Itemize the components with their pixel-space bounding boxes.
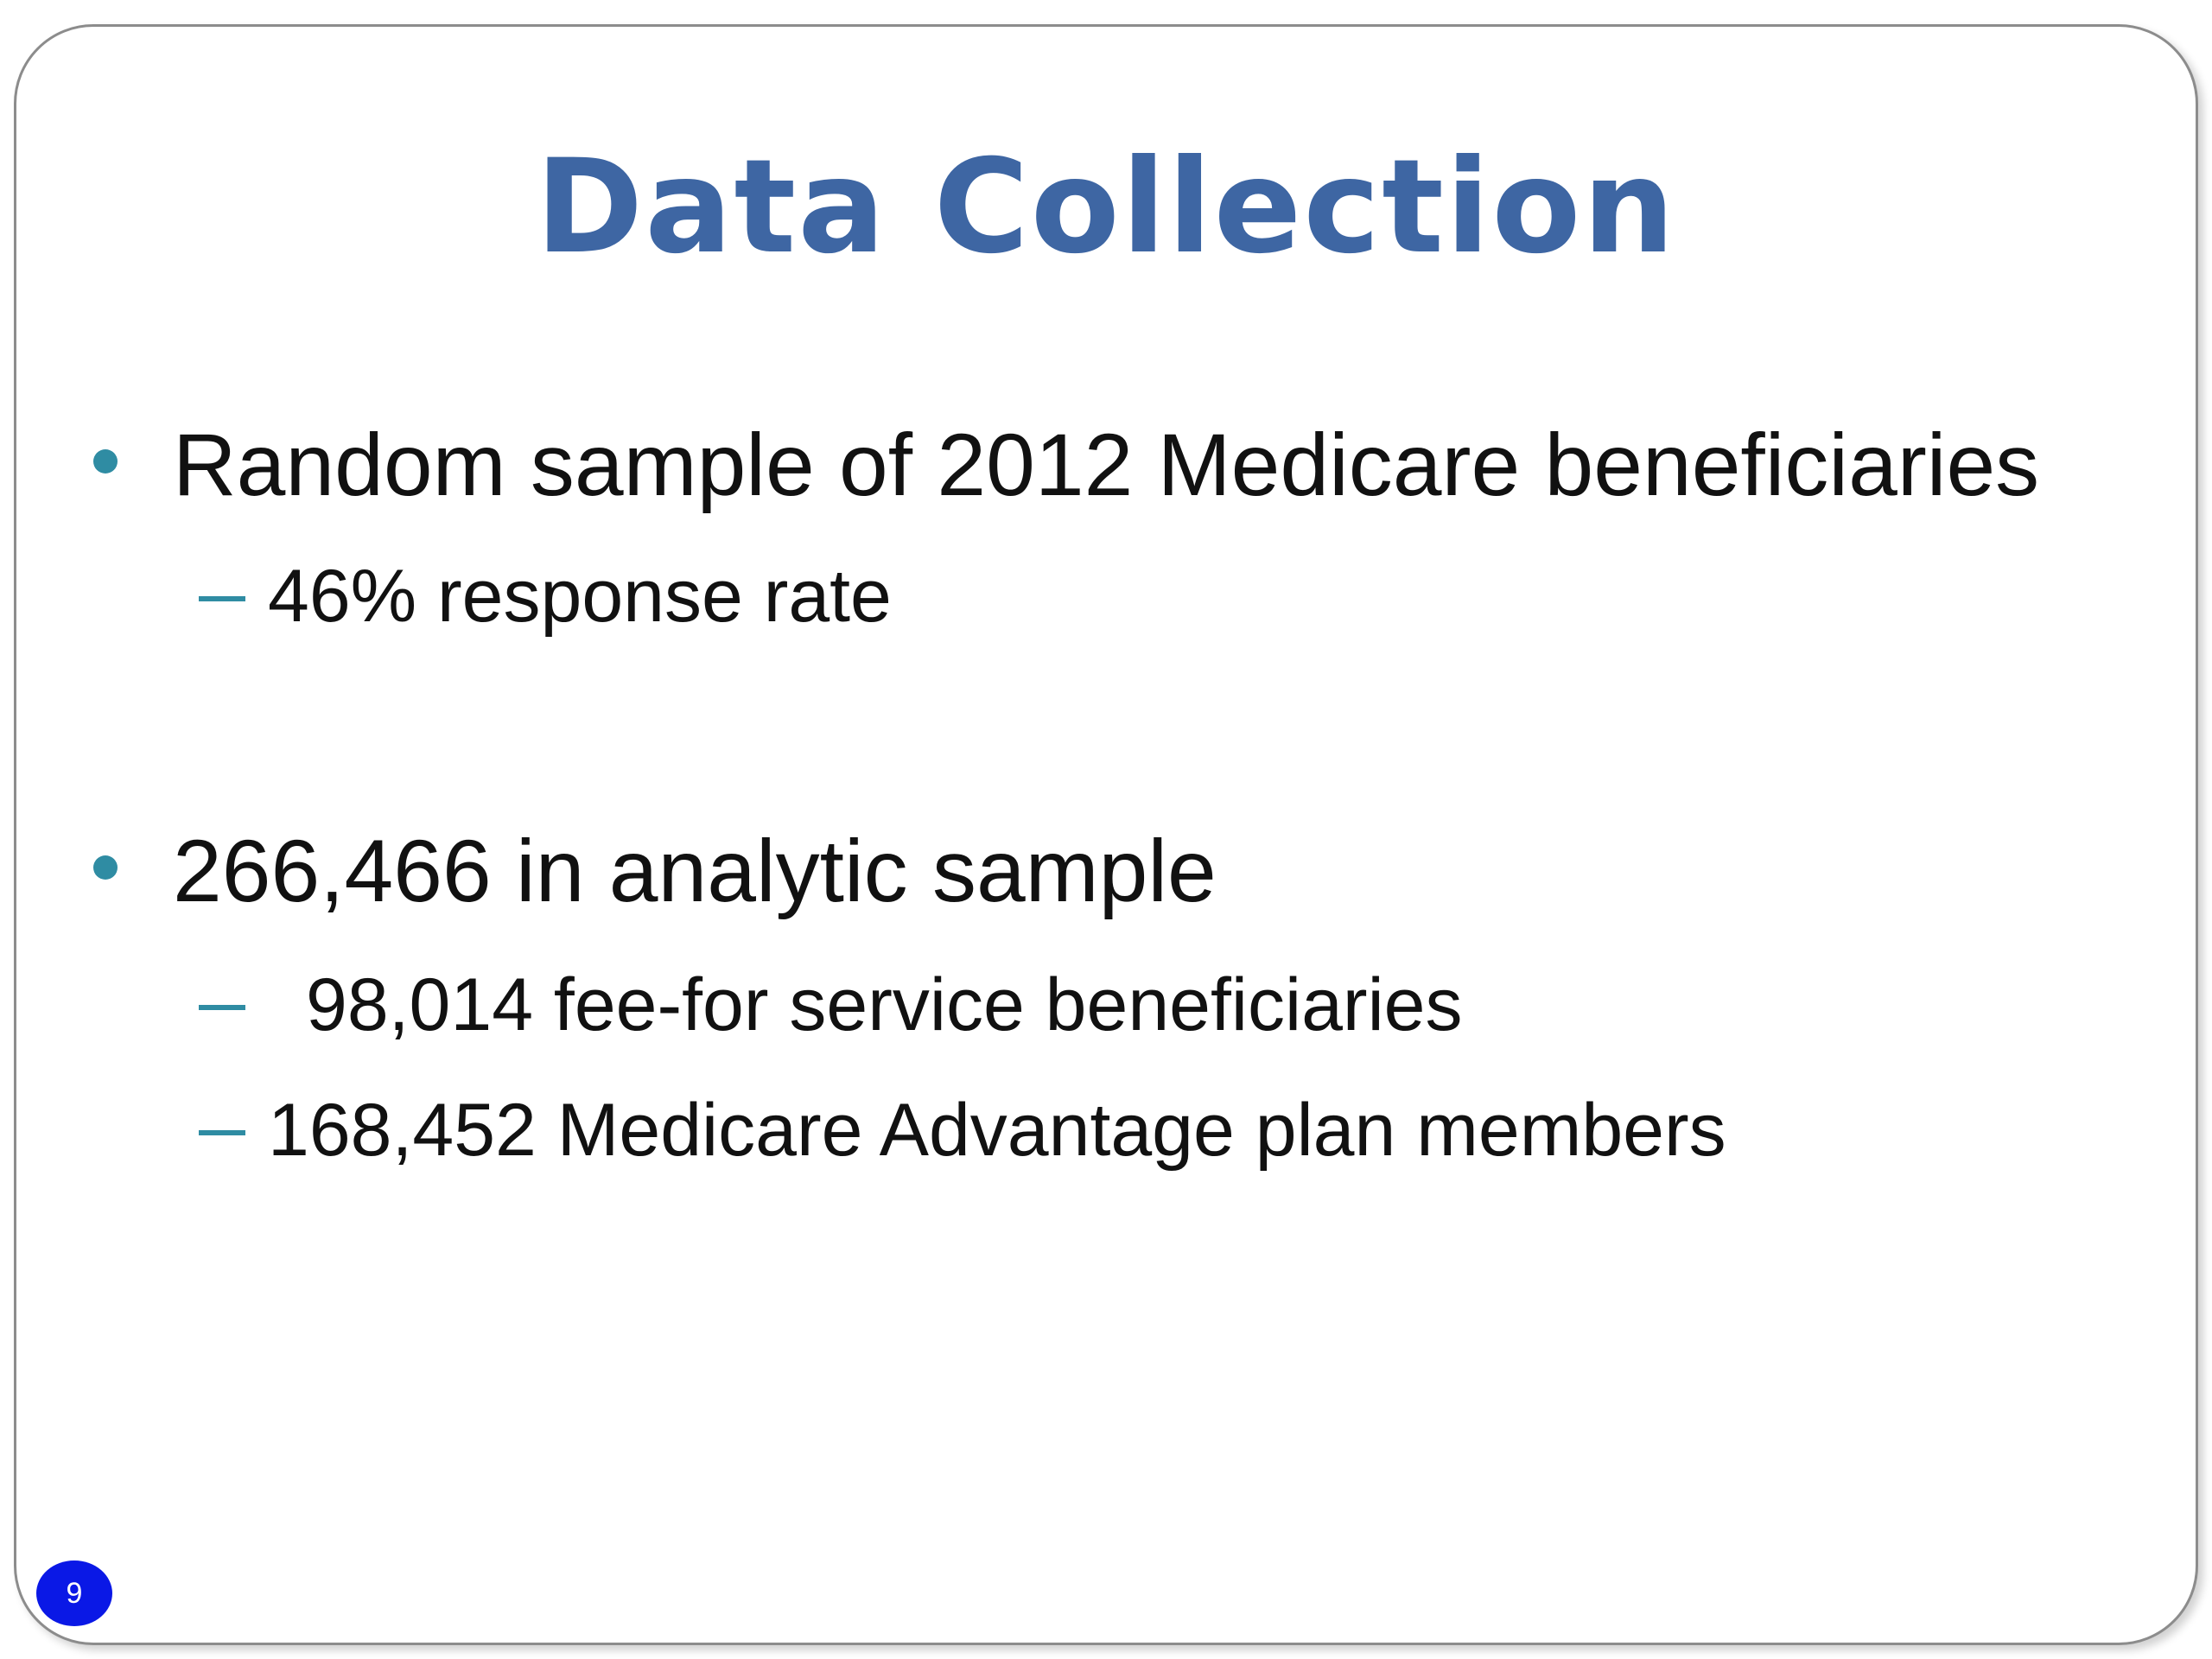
page-number-badge: 9: [36, 1560, 112, 1626]
slide-frame: [14, 24, 2198, 1645]
bullet-dot: [93, 449, 118, 474]
bullet-text: Random sample of 2012 Medicare beneficia…: [173, 416, 2040, 514]
slide-title: Data Collection: [535, 132, 1677, 283]
sub-bullet-dash: [199, 596, 245, 601]
sub-bullet-text: 98,014 fee-for service beneficiaries: [306, 963, 1463, 1046]
sub-bullet-text: 46% response rate: [268, 555, 892, 638]
bullet-text: 266,466 in analytic sample: [173, 822, 1217, 920]
sub-bullet-text: 168,452 Medicare Advantage plan members: [268, 1089, 1726, 1172]
sub-bullet-dash: [199, 1130, 245, 1135]
bullet-dot: [93, 855, 118, 880]
sub-bullet-dash: [199, 1005, 245, 1010]
